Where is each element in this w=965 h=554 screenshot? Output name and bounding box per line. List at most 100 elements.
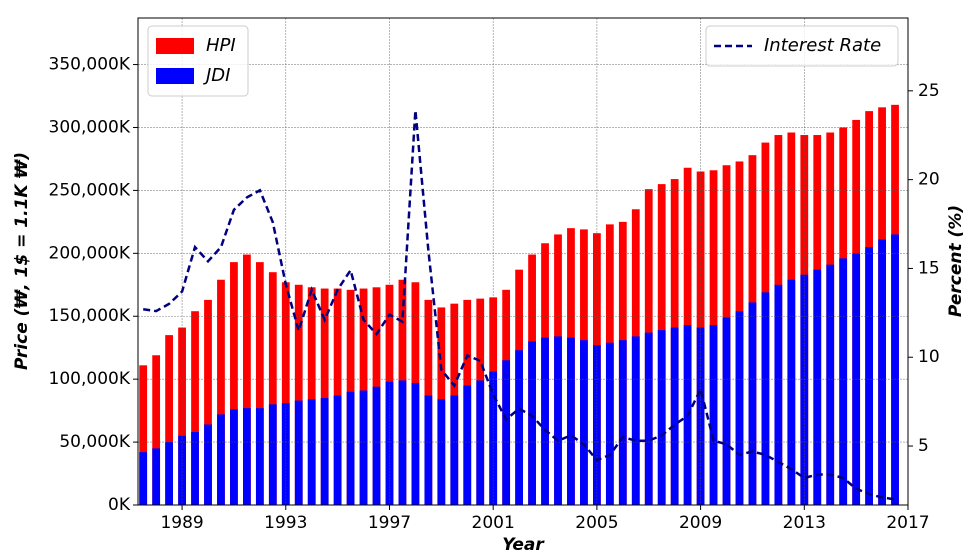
bar	[320, 288, 329, 505]
bar	[891, 234, 899, 505]
legend-label: HPI	[206, 35, 236, 56]
bar	[139, 365, 148, 505]
bar	[178, 327, 186, 505]
bar	[593, 345, 601, 505]
bar	[657, 330, 666, 505]
bar	[307, 287, 316, 505]
x-tick-label: 2009	[679, 513, 722, 533]
bar	[709, 325, 718, 505]
bar	[631, 336, 640, 505]
bar	[255, 408, 264, 505]
y2-tick-label: 5	[918, 436, 929, 456]
bar	[152, 355, 161, 505]
bar	[230, 409, 238, 505]
bar	[437, 399, 446, 505]
x-tick-label: 2005	[575, 513, 618, 533]
y-tick-label: 150,000K	[49, 306, 131, 326]
bar	[165, 335, 173, 505]
bar	[398, 380, 407, 505]
y-tick-label: 300,000K	[49, 117, 131, 137]
bar	[618, 340, 627, 505]
bar	[165, 442, 173, 505]
bar	[217, 279, 225, 505]
y-tick-label: 0K	[108, 495, 131, 515]
legend-label: JDI	[203, 65, 230, 86]
y2-tick-label: 10	[918, 347, 940, 367]
bar	[813, 269, 822, 505]
bar	[372, 386, 381, 505]
bar	[230, 262, 238, 505]
bar	[204, 299, 212, 505]
bar	[878, 239, 886, 506]
y-axis-label: Price (₩, 1$ = 1.1K ₩)	[12, 152, 32, 370]
x-tick-label: 2013	[783, 513, 826, 533]
y2-tick-label: 20	[918, 170, 940, 190]
bar	[515, 350, 523, 505]
bar	[307, 399, 316, 505]
legend-box	[705, 25, 899, 67]
bar	[255, 262, 264, 505]
bar	[268, 272, 277, 505]
y2-axis-label: Percent (%)	[946, 205, 965, 317]
bar	[554, 336, 562, 505]
bar	[761, 292, 770, 505]
y-tick-label: 100,000K	[49, 369, 131, 389]
bar	[696, 327, 705, 505]
bar	[294, 400, 303, 505]
bar	[204, 424, 212, 505]
y-tick-label: 50,000K	[59, 432, 130, 452]
bar	[787, 279, 796, 505]
bar	[411, 382, 420, 505]
bar	[152, 448, 161, 505]
bar	[333, 395, 342, 505]
bar	[774, 284, 783, 505]
x-tick-label: 2001	[472, 513, 515, 533]
x-tick-label: 2017	[886, 513, 929, 533]
plot-frame	[137, 17, 909, 506]
bar	[268, 404, 277, 505]
y-tick-label: 250,000K	[49, 180, 131, 200]
x-tick-label: 1997	[368, 513, 411, 533]
legend-swatch	[156, 68, 194, 84]
bar	[839, 258, 848, 505]
bar	[243, 408, 251, 505]
bar	[243, 254, 251, 505]
bar	[320, 398, 329, 505]
bar	[800, 274, 809, 505]
bar	[450, 395, 459, 505]
bar	[385, 381, 394, 505]
y-tick-label: 200,000K	[49, 243, 131, 263]
bar	[191, 432, 199, 505]
y-tick-label: 350,000K	[49, 55, 131, 75]
bar	[865, 247, 873, 505]
y2-tick-label: 25	[918, 81, 940, 101]
bar	[735, 311, 744, 505]
bar	[605, 342, 614, 505]
bar	[463, 385, 472, 505]
bar	[541, 337, 549, 505]
bar	[476, 380, 485, 505]
y2-tick-label: 15	[918, 258, 940, 278]
legend-label: Interest Rate	[764, 35, 881, 56]
bar	[502, 360, 511, 505]
legend-swatch	[156, 38, 194, 54]
bar	[359, 390, 368, 505]
bar	[826, 264, 835, 505]
bar	[191, 311, 199, 505]
bar	[178, 435, 186, 505]
bar	[722, 317, 731, 505]
x-axis-label: Year	[502, 535, 545, 554]
bar	[217, 414, 225, 505]
bar	[644, 332, 653, 505]
bar	[424, 395, 433, 505]
bar	[748, 302, 757, 505]
line	[143, 110, 896, 501]
bar	[346, 391, 355, 505]
bar	[294, 284, 303, 505]
bar	[567, 337, 575, 505]
bar	[528, 341, 536, 505]
bar	[580, 340, 588, 505]
bar	[670, 327, 679, 505]
bar	[139, 452, 148, 505]
